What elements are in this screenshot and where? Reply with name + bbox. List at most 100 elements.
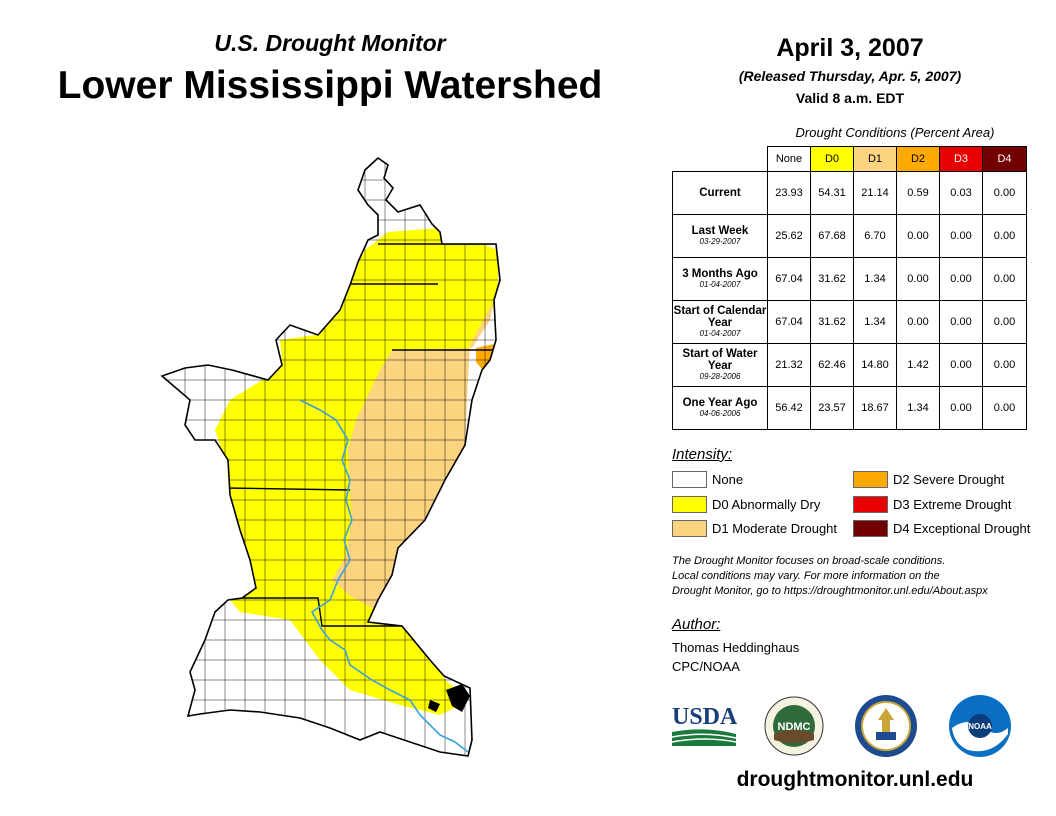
- legend-swatch-d0: [672, 496, 707, 513]
- table-cell: 23.93: [767, 171, 811, 215]
- row-label: Start of Water Year 09-28-2006: [672, 343, 768, 387]
- table-cell: 0.00: [982, 343, 1027, 387]
- footer-url[interactable]: droughtmonitor.unl.edu: [736, 768, 974, 791]
- table-cell: 0.00: [982, 214, 1027, 258]
- table-cell: 0.00: [939, 343, 983, 387]
- table-cell: 0.00: [982, 171, 1027, 215]
- table-cell: 0.00: [896, 300, 940, 344]
- legend-label-d4: D4 Exceptional Drought: [893, 521, 1031, 536]
- author-block: Thomas Heddinghaus CPC/NOAA: [672, 638, 799, 676]
- legend-swatch-d1: [672, 520, 707, 537]
- noaa-logo: NOAA: [949, 695, 1011, 757]
- table-cell: 67.04: [767, 257, 811, 301]
- note-line-1: The Drought Monitor focuses on broad-sca…: [672, 555, 946, 567]
- row-label: Last Week 03-29-2007: [672, 214, 768, 258]
- table-header-row: None D0 D1 D2 D3 D4: [672, 146, 1027, 172]
- table-cell: 67.04: [767, 300, 811, 344]
- table-cell: 0.00: [982, 386, 1027, 430]
- usda-logo: USDA: [672, 704, 738, 746]
- row-label: 3 Months Ago 01-04-2007: [672, 257, 768, 301]
- table-cell: 67.68: [810, 214, 854, 258]
- row-label: Start of Calendar Year 01-04-2007: [672, 300, 768, 344]
- row-label-text: 3 Months Ago: [682, 268, 758, 280]
- monitor-note: The Drought Monitor focuses on broad-sca…: [672, 554, 1042, 599]
- table-cell: 0.00: [896, 257, 940, 301]
- table-cell: 0.00: [982, 300, 1027, 344]
- legend-swatch-d3: [853, 496, 888, 513]
- legend-item-d3: D3 Extreme Drought: [853, 496, 1012, 513]
- table-cell: 0.59: [896, 171, 940, 215]
- legend-item-none: None: [672, 471, 743, 488]
- legend-item-d4: D4 Exceptional Drought: [853, 520, 1030, 537]
- legend-title: Intensity:: [672, 446, 733, 463]
- legend-swatch-none: [672, 471, 707, 488]
- ndmc-logo: NDMC: [764, 696, 824, 756]
- row-date: 04-06-2006: [699, 409, 741, 418]
- table-cell: 14.80: [853, 343, 897, 387]
- table-cell: 21.14: [853, 171, 897, 215]
- table-cell: 0.00: [939, 214, 983, 258]
- row-label: One Year Ago 04-06-2006: [672, 386, 768, 430]
- legend-item-d0: D0 Abnormally Dry: [672, 496, 820, 513]
- row-date: 09-28-2006: [699, 372, 741, 381]
- eagle-icon: [878, 708, 894, 738]
- table-cell: 6.70: [853, 214, 897, 258]
- table-cell: 0.00: [939, 300, 983, 344]
- table-cell: 0.00: [939, 386, 983, 430]
- row-label-text: Start of Water Year: [682, 348, 758, 372]
- drought-table: None D0 D1 D2 D3 D4 Current 23.93 54.31 21.…: [672, 146, 1027, 430]
- table-row: Start of Calendar Year 01-04-2007 67.04 31.…: [672, 300, 1027, 344]
- table-row: Last Week 03-29-2007 25.62 67.68 6.70 0.00 0.0…: [672, 214, 1027, 258]
- row-label: Current: [672, 171, 768, 215]
- table-cell: 23.57: [810, 386, 854, 430]
- col-d4-header: D4: [982, 146, 1027, 172]
- table-cell: 62.46: [810, 343, 854, 387]
- table-row: 3 Months Ago 01-04-2007 67.04 31.62 1.34 0.00…: [672, 257, 1027, 301]
- map-title: Lower Mississippi Watershed: [57, 64, 603, 107]
- col-d2-header: D2: [896, 146, 940, 172]
- usda-logo-text: USDA: [672, 704, 738, 730]
- col-d1-header: D1: [853, 146, 897, 172]
- row-date: 03-29-2007: [699, 237, 741, 246]
- table-row: Start of Water Year 09-28-2006 21.32 62.46 1…: [672, 343, 1027, 387]
- watershed-outline: [160, 156, 501, 757]
- table-row: One Year Ago 04-06-2006 56.42 23.57 18.67 1.3…: [672, 386, 1027, 430]
- commerce-seal-logo: [855, 695, 917, 757]
- table-cell: 31.62: [810, 257, 854, 301]
- noaa-logo-text: NOAA: [968, 722, 992, 731]
- row-date: 01-04-2007: [699, 280, 741, 289]
- release-date: (Released Thursday, Apr. 5, 2007): [738, 68, 962, 84]
- map-d1-area: [332, 300, 494, 612]
- table-cell: 0.00: [939, 257, 983, 301]
- legend-item-d2: D2 Severe Drought: [853, 471, 1004, 488]
- legend-label-d1: D1 Moderate Drought: [712, 521, 838, 536]
- col-d3-header: D3: [939, 146, 983, 172]
- delta-marsh: [428, 684, 470, 712]
- col-d0-header: D0: [810, 146, 854, 172]
- row-label-text: One Year Ago: [682, 397, 758, 409]
- row-date: 01-04-2007: [699, 329, 741, 338]
- table-cell: 0.00: [896, 214, 940, 258]
- table-row: Current 23.93 54.31 21.14 0.59 0.03 0.00: [672, 171, 1027, 215]
- legend-item-d1: D1 Moderate Drought: [672, 520, 837, 537]
- table-cell: 1.34: [896, 386, 940, 430]
- note-line-3: Drought Monitor, go to https://droughtmo…: [672, 585, 988, 597]
- table-caption: Drought Conditions (Percent Area): [795, 125, 995, 140]
- map-subtitle: U.S. Drought Monitor: [214, 30, 446, 56]
- col-none-header: None: [767, 146, 811, 172]
- legend-swatch-d4: [853, 520, 888, 537]
- table-cell: 25.62: [767, 214, 811, 258]
- author-org: CPC/NOAA: [672, 659, 740, 674]
- table-cell: 0.00: [982, 257, 1027, 301]
- legend-label-d3: D3 Extreme Drought: [893, 497, 1012, 512]
- table-cell: 31.62: [810, 300, 854, 344]
- drought-map: [160, 156, 501, 757]
- mississippi-river: [299, 399, 469, 753]
- legend-label-none: None: [712, 472, 744, 487]
- table-cell: 1.42: [896, 343, 940, 387]
- table-cell: 54.31: [810, 171, 854, 215]
- table-cell: 21.32: [767, 343, 811, 387]
- note-line-2: Local conditions may vary. For more info…: [672, 570, 940, 582]
- legend-label-d2: D2 Severe Drought: [893, 472, 1005, 487]
- map-date: April 3, 2007: [776, 34, 924, 62]
